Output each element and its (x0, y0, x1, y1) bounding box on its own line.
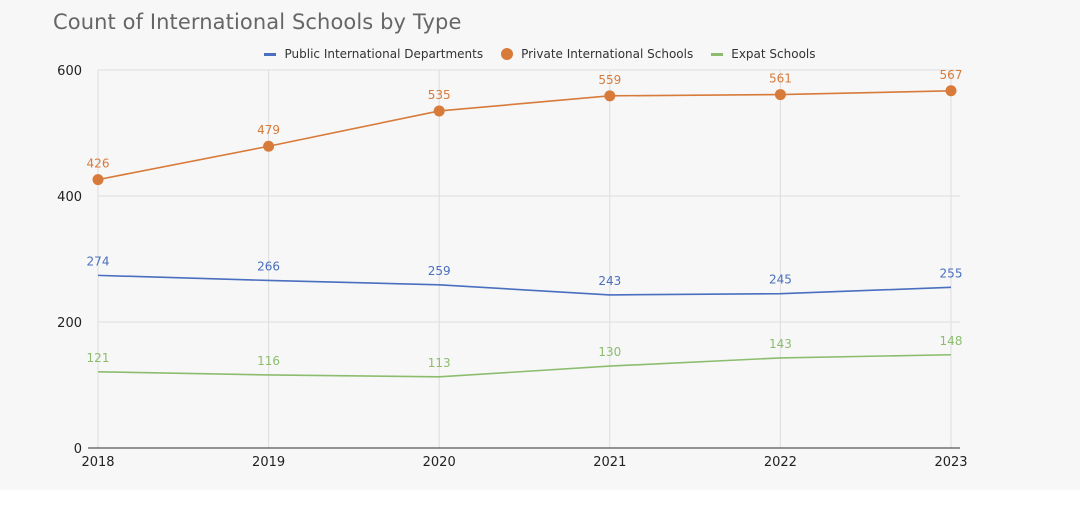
data-label-1: 561 (769, 72, 792, 86)
chart-title: Count of International Schools by Type (53, 10, 462, 34)
y-tick-label: 400 (57, 190, 82, 205)
data-point-1 (433, 105, 445, 117)
chart-panel: Count of International Schools by Type P… (0, 10, 1080, 61)
x-tick-label: 2021 (593, 455, 626, 470)
legend-label-expat: Expat Schools (731, 47, 816, 61)
data-label-2: 116 (257, 354, 280, 368)
data-point-1 (774, 89, 786, 101)
x-tick-label: 2020 (423, 455, 456, 470)
legend-swatch-expat (711, 52, 724, 56)
data-label-1: 559 (598, 73, 621, 87)
y-tick-label: 0 (74, 442, 82, 457)
series-line-0 (97, 274, 952, 296)
legend-item-public[interactable]: Public International Departments (264, 47, 483, 61)
legend-label-private: Private International Schools (521, 47, 694, 61)
data-label-0: 274 (87, 254, 110, 268)
legend-label-public: Public International Departments (284, 47, 484, 61)
legend-swatch-public (264, 52, 277, 56)
legend-item-expat[interactable]: Expat Schools (711, 47, 816, 61)
data-label-1: 535 (428, 88, 451, 102)
legend-swatch-private (501, 48, 514, 60)
y-tick-label: 200 (57, 316, 82, 331)
data-label-2: 130 (598, 345, 621, 359)
data-point-1 (92, 174, 104, 186)
data-label-2: 121 (87, 351, 110, 365)
series-line-1 (97, 89, 952, 181)
legend-item-private[interactable]: Private International Schools (501, 47, 693, 61)
x-tick-label: 2018 (81, 455, 114, 470)
data-label-0: 266 (257, 259, 280, 273)
data-label-2: 113 (428, 356, 451, 370)
data-label-2: 148 (940, 334, 963, 348)
data-label-2: 143 (769, 337, 792, 351)
x-tick-label: 2023 (934, 455, 967, 470)
y-tick-label: 600 (57, 64, 82, 79)
data-label-0: 245 (769, 273, 792, 287)
data-label-0: 259 (428, 264, 451, 278)
data-label-1: 479 (257, 123, 280, 137)
data-point-1 (945, 85, 957, 97)
x-tick-label: 2019 (252, 455, 285, 470)
data-label-0: 243 (598, 274, 621, 288)
data-point-1 (604, 90, 616, 102)
series-line-2 (97, 353, 952, 378)
data-point-1 (263, 140, 275, 152)
data-label-1: 567 (940, 68, 963, 82)
chart-legend: Public International Departments Private… (0, 47, 1080, 61)
data-label-0: 255 (940, 266, 963, 280)
x-tick-label: 2022 (764, 455, 797, 470)
data-label-1: 426 (87, 157, 110, 171)
